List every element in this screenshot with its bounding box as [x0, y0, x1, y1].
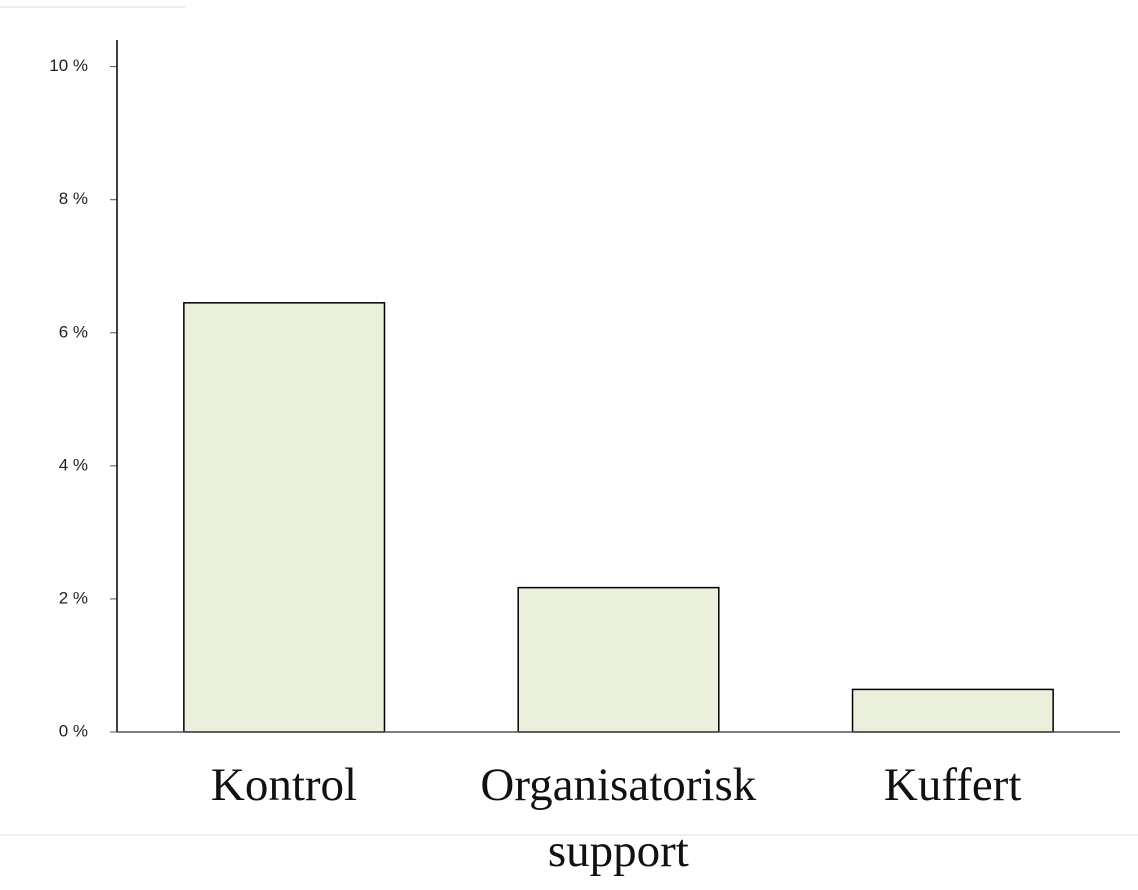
x-tick-label: Kontrol: [210, 759, 358, 811]
y-tick-label: 2 %: [59, 588, 88, 607]
x-tick-label: Organisatorisk support: [480, 759, 757, 877]
bar: [517, 586, 720, 733]
x-tick-label: Kuffert: [883, 759, 1022, 811]
y-tick-label: 10 %: [49, 56, 88, 75]
y-tick-label: 8 %: [59, 189, 88, 208]
bar: [183, 302, 386, 733]
bar: [851, 688, 1054, 733]
y-tick-label: 0 %: [59, 721, 88, 740]
y-tick-label: 4 %: [59, 455, 88, 474]
y-tick-label: 6 %: [59, 322, 88, 341]
